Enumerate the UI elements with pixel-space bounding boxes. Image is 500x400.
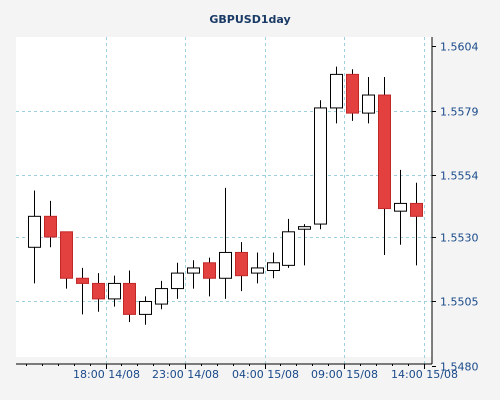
candle <box>92 273 105 312</box>
candle <box>28 190 41 284</box>
candle <box>362 76 375 124</box>
candle <box>155 280 168 310</box>
candle-body-up <box>267 262 280 272</box>
candle <box>394 169 407 245</box>
candle-body-down <box>410 202 423 217</box>
candle-body-up <box>155 288 168 305</box>
plot-area <box>16 37 432 357</box>
y-tick-label: 1.5480 <box>440 361 479 374</box>
candle <box>219 187 232 299</box>
candle-body-down <box>76 277 89 284</box>
x-tick-label: 23:00 14/08 <box>152 368 219 381</box>
candle-body-up <box>187 267 200 274</box>
candle-body-down <box>203 262 216 279</box>
candle-body-up <box>298 226 311 230</box>
candle <box>346 69 359 121</box>
y-tick-label: 1.5554 <box>440 170 479 183</box>
candle <box>139 296 152 325</box>
candle-body-down <box>123 282 136 315</box>
candle-body-up <box>28 215 41 248</box>
candle <box>235 242 248 292</box>
candle-body-up <box>219 251 232 279</box>
candle-body-down <box>235 251 248 277</box>
x-tick-label: 18:00 14/08 <box>73 368 140 381</box>
candle-body-up <box>362 94 375 114</box>
y-tick-label: 1.5505 <box>440 296 479 309</box>
candle <box>76 267 89 315</box>
candle-body-up <box>251 267 264 274</box>
candle <box>314 100 327 230</box>
y-tick-label: 1.5530 <box>440 232 479 245</box>
candle-body-up <box>314 107 327 225</box>
candle <box>410 182 423 266</box>
candles <box>28 66 423 325</box>
chart-title: GBPUSD1day <box>209 13 290 26</box>
x-tick-label: 14:00 15/08 <box>391 368 458 381</box>
candle <box>282 218 295 268</box>
candle <box>187 260 200 289</box>
x-tick-label: 09:00 15/08 <box>311 368 378 381</box>
candle <box>267 252 280 279</box>
candle <box>44 200 57 248</box>
candle-body-up <box>171 272 184 290</box>
y-tick-label: 1.5604 <box>440 41 479 54</box>
candle-body-down <box>346 73 359 114</box>
grid <box>16 37 432 364</box>
candle <box>251 252 264 284</box>
candle <box>203 257 216 297</box>
candle-body-down <box>44 215 57 238</box>
candle-body-up <box>282 231 295 266</box>
candle <box>330 66 343 124</box>
candle-body-down <box>92 282 105 300</box>
candle <box>378 76 391 256</box>
candle-body-up <box>108 282 121 300</box>
axis-ticks: 1.5604 1.5579 1.5554 1.5530 1.5505 1.5480 18:0… <box>26 41 479 381</box>
candle <box>108 275 121 307</box>
y-tick-label: 1.5579 <box>440 106 479 119</box>
x-tick-label: 04:00 15/08 <box>232 368 299 381</box>
candle <box>171 262 184 299</box>
candle-body-down <box>60 231 73 279</box>
candle <box>298 224 311 266</box>
candle-body-up <box>139 300 152 315</box>
candle-body-up <box>394 202 407 212</box>
candle <box>123 270 136 323</box>
candle-body-down <box>378 94 391 210</box>
candle-body-up <box>330 73 343 109</box>
candle <box>60 231 73 289</box>
